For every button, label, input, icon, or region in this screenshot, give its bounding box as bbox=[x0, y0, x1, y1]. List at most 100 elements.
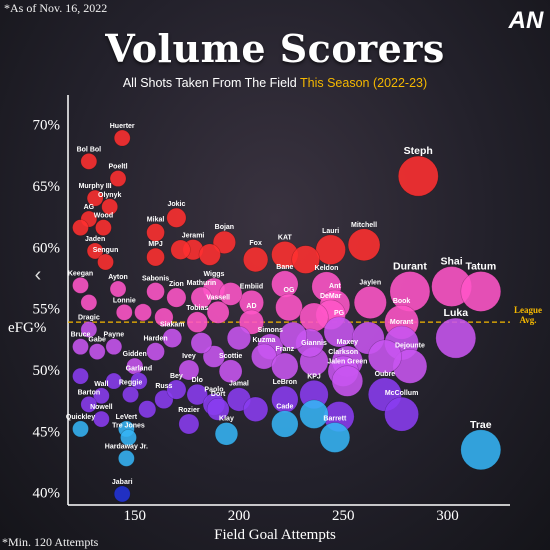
player-label: Mikal bbox=[147, 217, 165, 224]
player-label: Keegan bbox=[68, 270, 93, 277]
player-label: Tobias bbox=[186, 305, 208, 312]
player-point bbox=[166, 287, 187, 308]
player-point bbox=[105, 372, 123, 390]
player-point bbox=[93, 410, 110, 428]
player-label: Bruce bbox=[71, 332, 91, 339]
player-label: Oubre bbox=[375, 371, 396, 378]
player-label: McCollum bbox=[385, 390, 418, 397]
y-tick-label: 45% bbox=[33, 424, 61, 440]
player-label: Russ bbox=[155, 383, 172, 390]
player-point bbox=[154, 307, 174, 327]
player-point bbox=[146, 282, 165, 301]
player-label: Jokic bbox=[167, 201, 185, 208]
player-point bbox=[72, 277, 89, 294]
player-label: Tatum bbox=[465, 260, 496, 272]
player-label: Mathurin bbox=[187, 280, 217, 287]
player-point bbox=[80, 153, 98, 170]
player-label: Clarkson bbox=[328, 349, 358, 356]
player-point bbox=[72, 420, 89, 438]
player-label: Embiid bbox=[240, 283, 263, 290]
player-label: Dlo bbox=[192, 377, 203, 384]
player-point bbox=[138, 400, 157, 419]
player-point bbox=[435, 317, 477, 359]
player-point bbox=[113, 129, 131, 147]
player-label: Siakam bbox=[160, 322, 185, 329]
player-label: Ivey bbox=[182, 353, 196, 360]
player-label: Lonnie bbox=[113, 297, 136, 304]
player-point bbox=[72, 367, 89, 385]
player-label: Huerter bbox=[110, 123, 135, 130]
player-point bbox=[460, 271, 502, 312]
player-point bbox=[86, 189, 104, 207]
y-tick-label: 55% bbox=[33, 302, 61, 318]
x-tick-label: 300 bbox=[436, 508, 459, 524]
x-tick-label: 200 bbox=[228, 508, 251, 524]
player-point bbox=[243, 246, 269, 273]
player-label: Ayton bbox=[108, 274, 128, 281]
chart-subtitle: All Shots Taken From The Field This Seas… bbox=[0, 76, 550, 90]
player-label: Durant bbox=[393, 260, 427, 272]
player-label: Rozier bbox=[178, 407, 200, 414]
player-point bbox=[86, 242, 104, 260]
player-point bbox=[93, 387, 110, 405]
player-point bbox=[389, 271, 431, 312]
y-tick-label: 40% bbox=[33, 486, 61, 502]
y-axis-label: eFG% bbox=[8, 320, 47, 336]
player-point bbox=[347, 228, 381, 262]
player-label: Giannis bbox=[301, 340, 327, 347]
player-label: Dragic bbox=[78, 315, 100, 322]
player-point bbox=[120, 429, 137, 446]
player-point bbox=[178, 413, 200, 435]
player-point bbox=[134, 303, 152, 322]
player-point bbox=[315, 234, 346, 265]
player-point bbox=[166, 379, 187, 400]
player-label: Fox bbox=[249, 240, 262, 247]
player-point bbox=[367, 339, 402, 374]
player-label: Gabe bbox=[88, 337, 106, 344]
player-label: LeBron bbox=[273, 379, 298, 386]
chart-title: Volume Scorers bbox=[105, 26, 445, 71]
point-labels: Steph Huerter Bol Bol Poeltl Murphy III Olyny… bbox=[66, 123, 496, 486]
player-label: Steph bbox=[404, 145, 433, 157]
player-label: Wall bbox=[94, 381, 108, 388]
player-label: Dort bbox=[211, 391, 226, 398]
player-label: Luka bbox=[444, 307, 469, 319]
player-label: Poeltl bbox=[109, 164, 128, 171]
player-point bbox=[146, 247, 165, 267]
player-label: Mitchell bbox=[351, 222, 377, 229]
data-points bbox=[72, 129, 502, 503]
player-label: Garland bbox=[126, 366, 152, 373]
player-label: Jamal bbox=[229, 381, 249, 388]
player-point bbox=[226, 326, 252, 351]
player-point bbox=[109, 280, 127, 298]
player-label: Barton bbox=[78, 389, 101, 396]
player-point bbox=[95, 219, 112, 236]
player-point bbox=[397, 155, 439, 197]
player-label: Quickley bbox=[66, 414, 95, 421]
player-label: Cade bbox=[276, 404, 293, 411]
player-point bbox=[105, 338, 123, 355]
minimum-attempts-note: *Min. 120 Attempts bbox=[2, 535, 99, 549]
player-point bbox=[243, 396, 269, 422]
player-point bbox=[170, 239, 191, 260]
player-point bbox=[80, 321, 98, 338]
player-point bbox=[198, 243, 221, 266]
player-point bbox=[271, 352, 299, 380]
player-point bbox=[97, 253, 114, 271]
player-label: Simons bbox=[258, 327, 283, 334]
player-point bbox=[72, 338, 89, 355]
player-label: AD bbox=[246, 303, 256, 310]
player-point bbox=[162, 328, 183, 348]
player-label: LeVert bbox=[116, 414, 138, 421]
x-tick-label: 150 bbox=[123, 508, 146, 524]
player-point bbox=[80, 396, 98, 413]
player-label: Zion bbox=[169, 281, 184, 288]
previous-chevron-icon[interactable]: ‹ bbox=[34, 264, 42, 286]
player-label: Jaden bbox=[85, 236, 105, 243]
player-label: Jalen Green bbox=[327, 359, 367, 366]
player-label: AG bbox=[84, 204, 95, 211]
player-label: Harden bbox=[144, 336, 168, 343]
player-label: Gidden bbox=[123, 351, 147, 358]
